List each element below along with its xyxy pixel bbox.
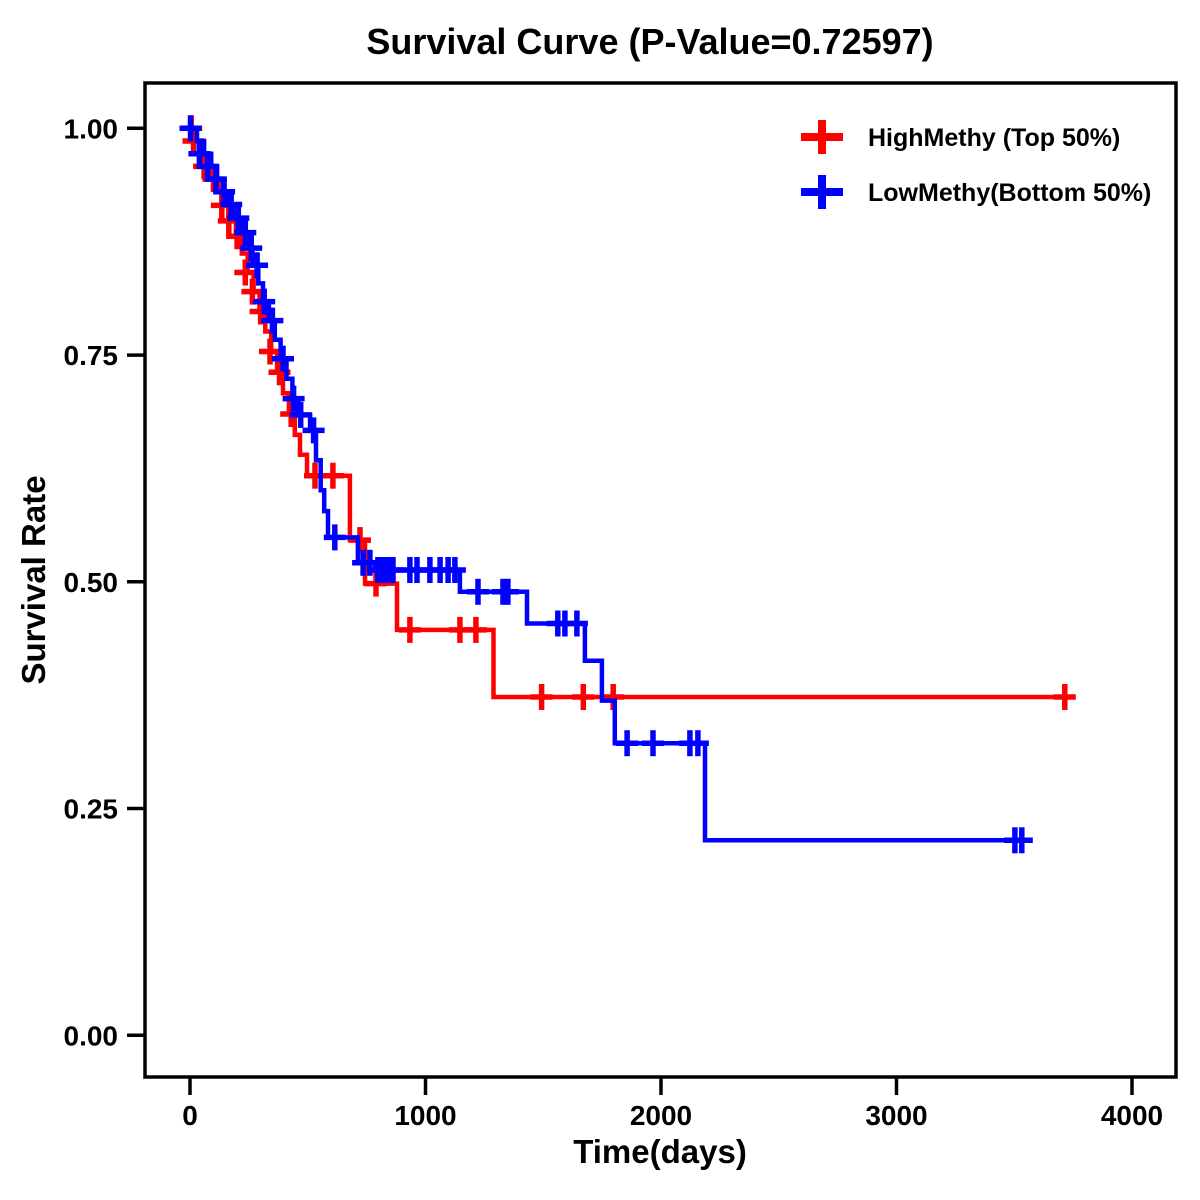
- legend-label: HighMethy (Top 50%): [868, 124, 1120, 152]
- plot-border: [143, 81, 1178, 1079]
- x-tick-label: 4000: [1101, 1100, 1163, 1131]
- survival-step-line: [190, 126, 1071, 700]
- x-tick-label: 3000: [865, 1100, 927, 1131]
- legend-item-lowmethy: LowMethy(Bottom 50%): [801, 175, 1151, 209]
- x-tick-label: 2000: [630, 1100, 692, 1131]
- x-axis-title: Time(days): [573, 1133, 747, 1170]
- y-tick-label: 0.75: [64, 340, 119, 371]
- chart-title: Survival Curve (P-Value=0.72597): [366, 21, 934, 62]
- x-tick-label: 1000: [394, 1100, 456, 1131]
- legend-label: LowMethy(Bottom 50%): [868, 179, 1151, 207]
- y-tick-label: 1.00: [64, 113, 119, 144]
- x-tick-label: 0: [182, 1100, 198, 1131]
- y-tick-label: 0.00: [64, 1020, 119, 1051]
- legend: HighMethy (Top 50%) LowMethy(Bottom 50%): [801, 120, 1151, 209]
- y-tick-label: 0.25: [64, 794, 119, 825]
- series-lowmethy: [179, 115, 1033, 854]
- legend-item-highmethy: HighMethy (Top 50%): [801, 120, 1120, 154]
- y-tick-label: 0.50: [64, 567, 119, 598]
